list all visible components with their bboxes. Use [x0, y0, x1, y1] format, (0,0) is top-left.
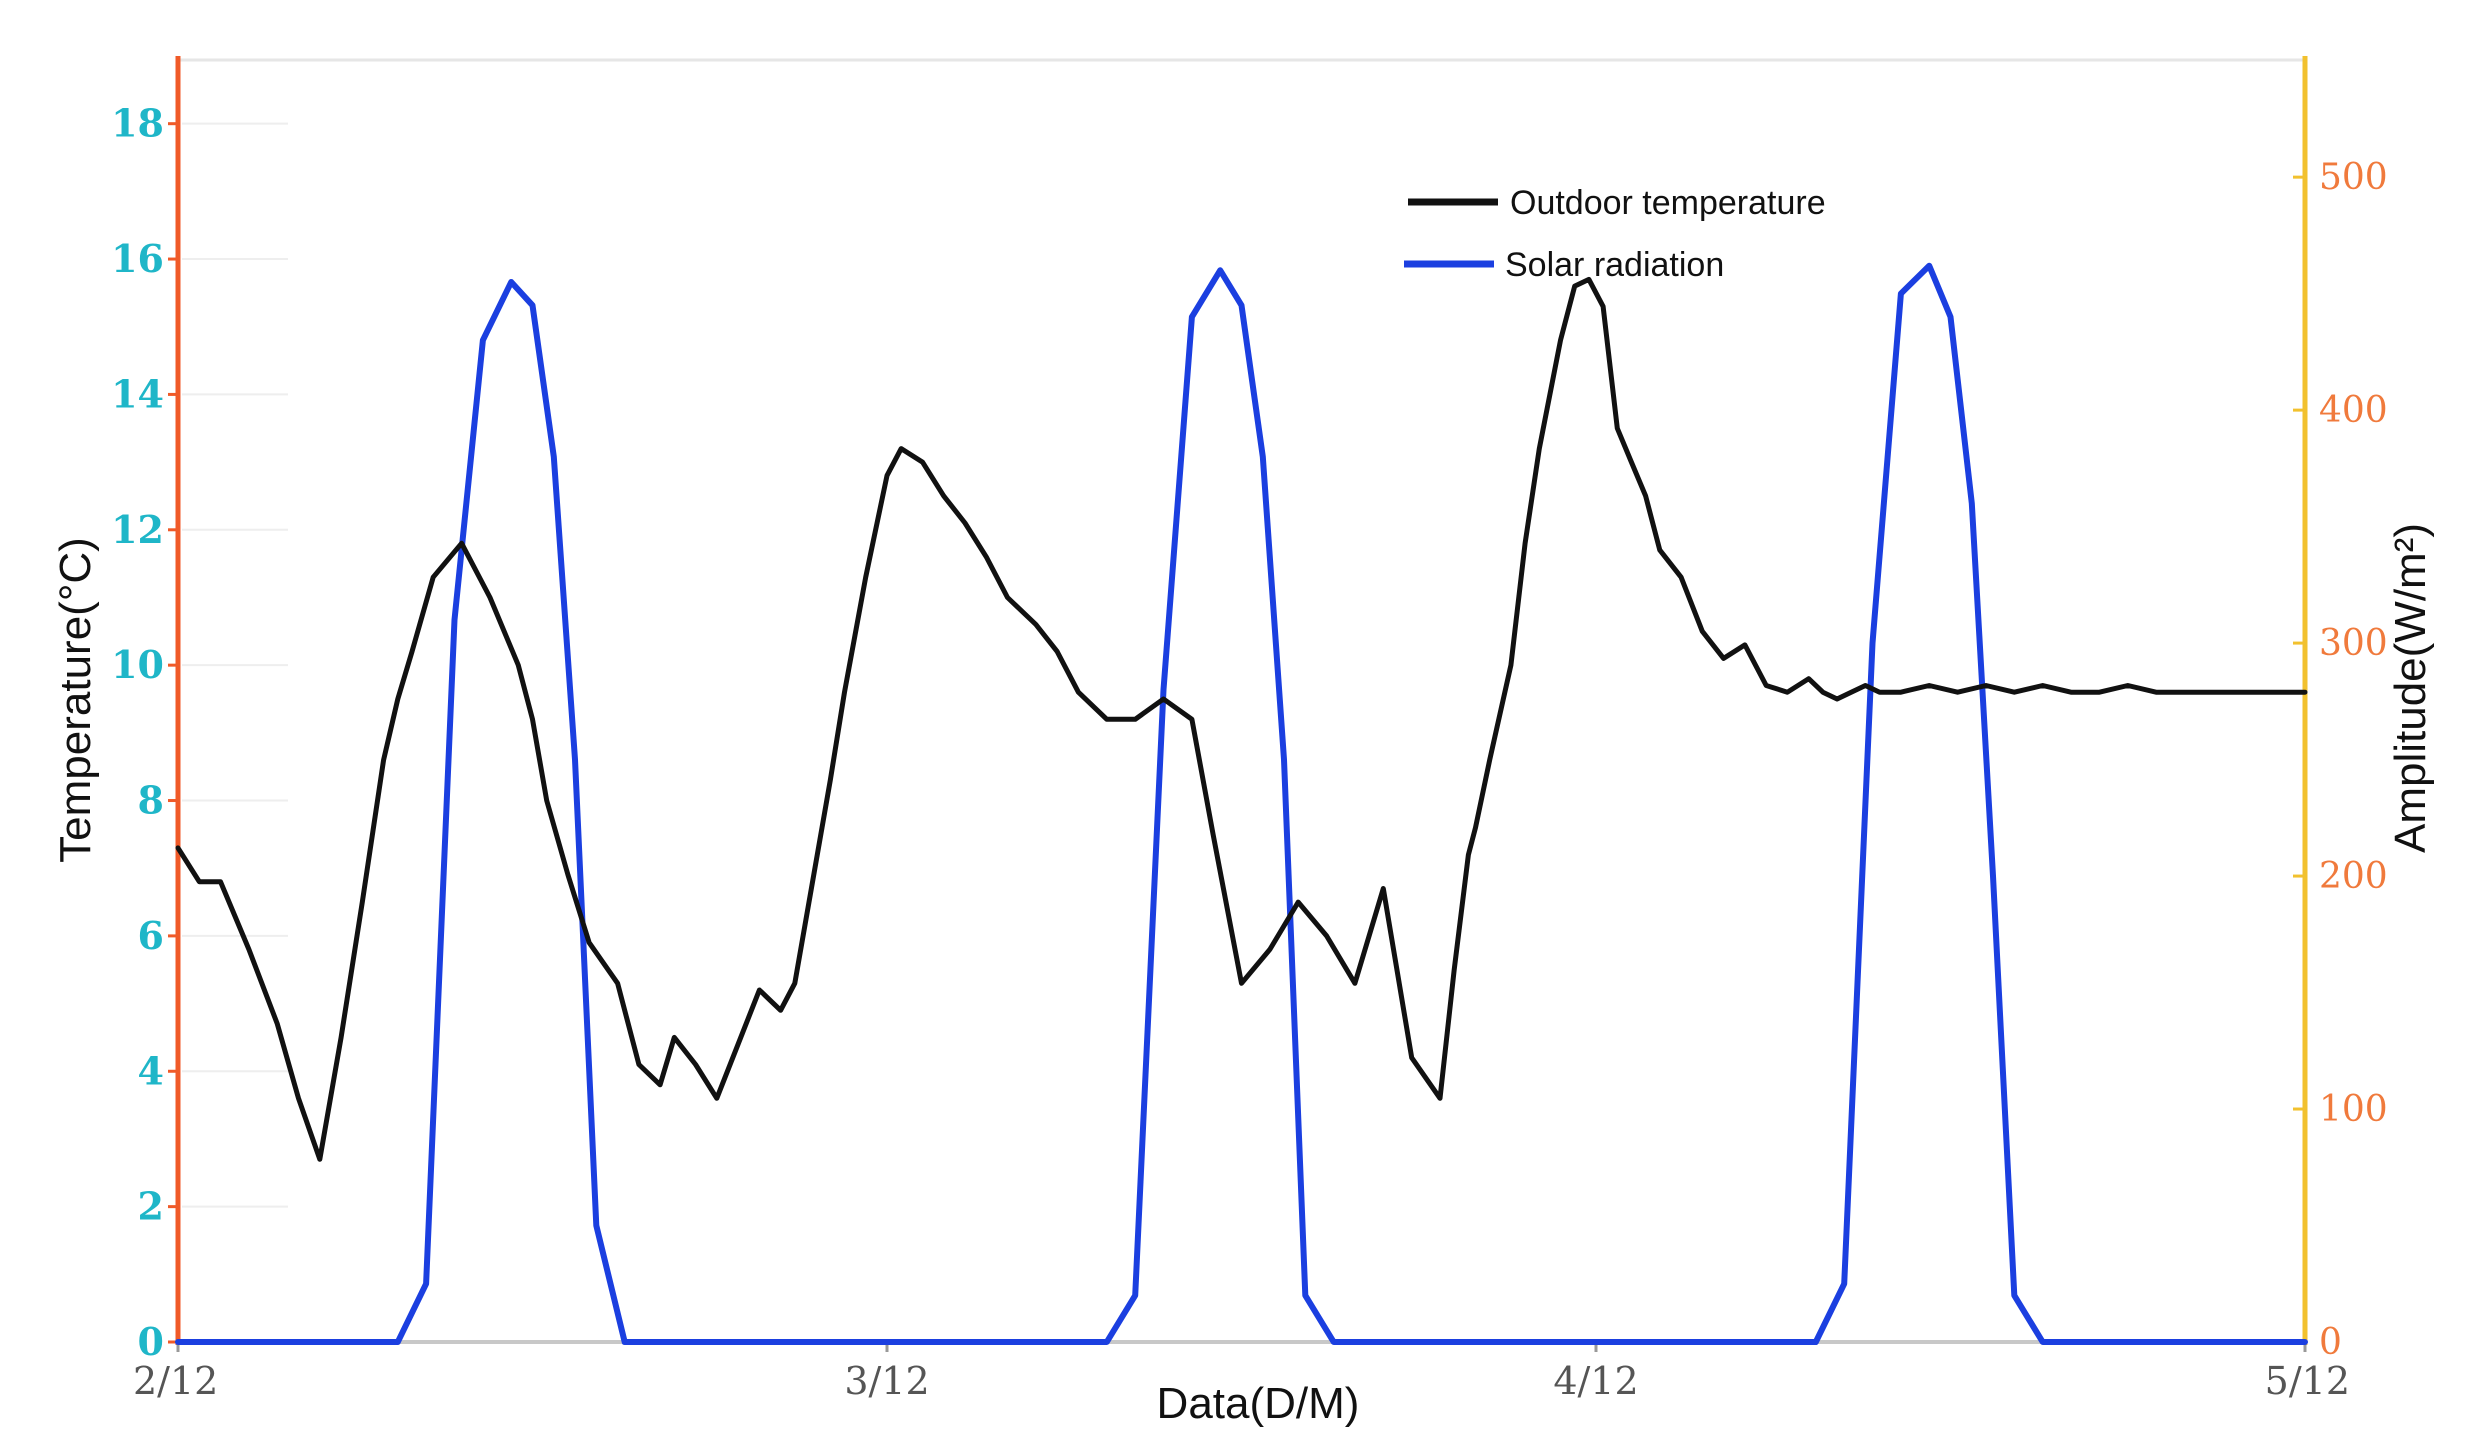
left-tick-label: 16 — [111, 236, 164, 281]
outdoor-temperature-line — [175, 276, 2308, 1162]
right-y-axis-title: Amplitude(W/m²) — [2386, 523, 2435, 853]
left-y-axis-title: Temperature(°C) — [51, 537, 100, 863]
left-tick-label: 6 — [138, 913, 164, 958]
legend: Outdoor temperature Solar radiation — [1404, 184, 1826, 284]
x-tick-label: 4/12 — [1553, 1359, 1638, 1403]
left-tick-label: 12 — [111, 507, 164, 552]
right-tick-label: 300 — [2319, 623, 2388, 664]
x-axis-title: Data(D/M) — [1157, 1379, 1360, 1428]
left-tick-label: 18 — [111, 101, 164, 146]
right-tick-label: 0 — [2319, 1322, 2342, 1363]
right-tick-label: 200 — [2319, 856, 2388, 897]
left-tick-label: 14 — [111, 371, 164, 416]
left-tick-label: 2 — [138, 1184, 164, 1229]
solar-radiation-line — [175, 262, 2308, 1345]
right-tick-label: 400 — [2319, 390, 2388, 431]
right-tick-label: 100 — [2319, 1089, 2388, 1130]
left-tick-label: 0 — [138, 1319, 164, 1364]
right-tick-label: 500 — [2319, 157, 2388, 198]
x-tick-label: 3/12 — [844, 1359, 929, 1403]
legend-label-temperature: Outdoor temperature — [1510, 184, 1826, 222]
legend-label-radiation: Solar radiation — [1505, 246, 1724, 284]
left-tick-label: 10 — [111, 642, 164, 687]
left-tick-label: 8 — [138, 778, 164, 823]
left-tick-label: 4 — [138, 1048, 164, 1093]
x-tick-label: 5/12 — [2265, 1359, 2350, 1403]
x-tick-label: 2/12 — [133, 1359, 218, 1403]
